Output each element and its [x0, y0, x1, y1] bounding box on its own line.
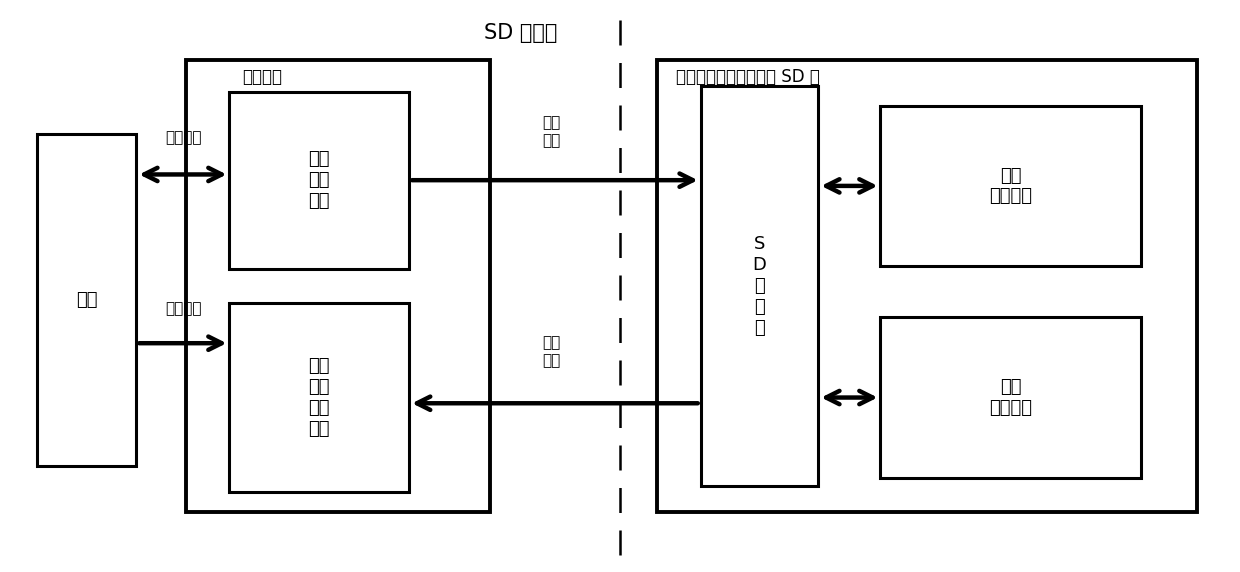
Text: 智能终端: 智能终端 — [242, 68, 281, 86]
Text: 安全
存储芯片: 安全 存储芯片 — [990, 378, 1032, 417]
Bar — [657, 60, 1197, 512]
Text: 身份认证: 身份认证 — [165, 130, 202, 145]
Text: 智能
终端
文件
系统: 智能 终端 文件 系统 — [309, 358, 330, 438]
Bar — [701, 86, 818, 486]
Text: 公开
存储芯片: 公开 存储芯片 — [990, 166, 1032, 205]
Text: 控制切换: 控制切换 — [165, 301, 202, 316]
Bar — [229, 92, 409, 269]
Text: 用户
数据: 用户 数据 — [543, 336, 560, 368]
Bar — [37, 134, 136, 466]
Text: 控制
命令: 控制 命令 — [543, 116, 560, 148]
Bar — [229, 303, 409, 492]
Text: 专用
控制
软件: 专用 控制 软件 — [309, 150, 330, 210]
Text: S
D
控
制
器: S D 控 制 器 — [753, 236, 766, 336]
Bar — [186, 60, 490, 512]
Bar — [880, 317, 1141, 478]
Text: SD 卡接口: SD 卡接口 — [484, 23, 558, 43]
Text: 可切换存储芯片的安全 SD 卡: 可切换存储芯片的安全 SD 卡 — [676, 68, 820, 86]
Text: 用户: 用户 — [76, 291, 98, 309]
Bar — [880, 106, 1141, 266]
